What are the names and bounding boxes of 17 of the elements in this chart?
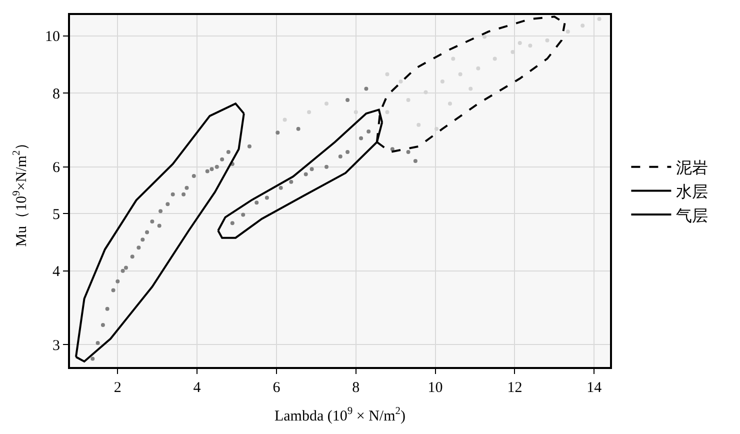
x-tick-label: 10 (428, 380, 443, 396)
y-tick-label: 8 (52, 86, 60, 102)
x-tick-label: 8 (352, 380, 360, 396)
x-tick-label: 12 (507, 380, 522, 396)
y-tick-label: 3 (52, 338, 60, 354)
x-tick-label: 14 (586, 380, 602, 396)
legend-label: 泥岩 (676, 159, 708, 178)
y-tick-label: 4 (52, 264, 60, 280)
legend-label: 气层 (676, 208, 708, 225)
x-tick-label: 6 (272, 380, 281, 396)
y-tick-label: 6 (52, 160, 60, 176)
y-tick-label: 10 (45, 29, 60, 46)
legend-label: 水层 (676, 182, 708, 201)
x-tick-label: 2 (114, 380, 122, 396)
x-tick-label: 4 (193, 380, 202, 396)
x-axis-title: Lambda (10$^{9}$ × N/m$^{2}$) (274, 406, 406, 424)
y-tick-label: 5 (52, 206, 60, 223)
